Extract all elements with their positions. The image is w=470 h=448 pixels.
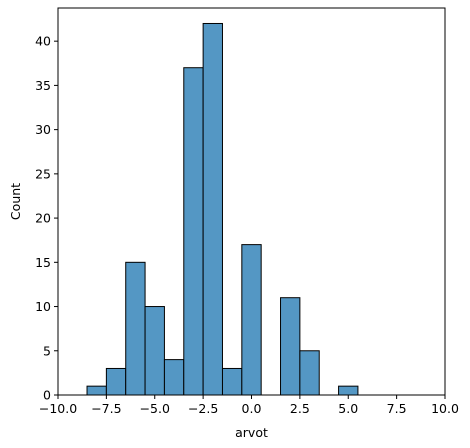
y-tick-label: 20 — [35, 211, 51, 226]
y-tick-label: 0 — [43, 388, 51, 403]
histogram-bar — [202, 22, 223, 396]
x-axis: −10.0 −7.5 −5.0 −2.5 0.0 2.5 5.0 7.5 10.0 — [39, 395, 459, 416]
histogram-bar — [163, 359, 185, 396]
y-tick-label: 5 — [43, 343, 51, 358]
y-axis: 0 5 10 15 20 25 30 35 40 — [35, 34, 58, 403]
y-tick-label: 30 — [35, 122, 51, 137]
histogram-bar — [280, 297, 301, 396]
x-tick-label: −10.0 — [39, 401, 77, 416]
x-tick-label: 5.0 — [338, 401, 358, 416]
histogram-bar — [241, 244, 262, 396]
x-tick-label: −2.5 — [188, 401, 218, 416]
histogram-bar — [221, 367, 243, 396]
x-tick-label: 7.5 — [387, 401, 407, 416]
x-tick-label: 10.0 — [431, 401, 459, 416]
x-tick-label: −7.5 — [91, 401, 121, 416]
y-tick-label: 10 — [35, 299, 51, 314]
histogram-bars — [86, 22, 359, 396]
x-tick-label: −5.0 — [140, 401, 170, 416]
x-axis-label: arvot — [235, 425, 268, 440]
y-tick-label: 40 — [35, 34, 51, 49]
histogram-bar — [299, 350, 320, 396]
histogram-bar — [105, 367, 127, 396]
x-tick-label: 0.0 — [242, 401, 262, 416]
x-tick-label: 2.5 — [290, 401, 310, 416]
histogram-bar — [125, 261, 146, 396]
histogram-bar — [86, 385, 107, 396]
histogram-bar — [183, 67, 204, 396]
y-tick-label: 25 — [35, 166, 51, 181]
y-tick-label: 35 — [35, 78, 51, 93]
y-axis-label: Count — [8, 183, 23, 220]
histogram-bar — [338, 385, 359, 396]
y-tick-label: 15 — [35, 255, 51, 270]
histogram-bar — [144, 306, 165, 396]
